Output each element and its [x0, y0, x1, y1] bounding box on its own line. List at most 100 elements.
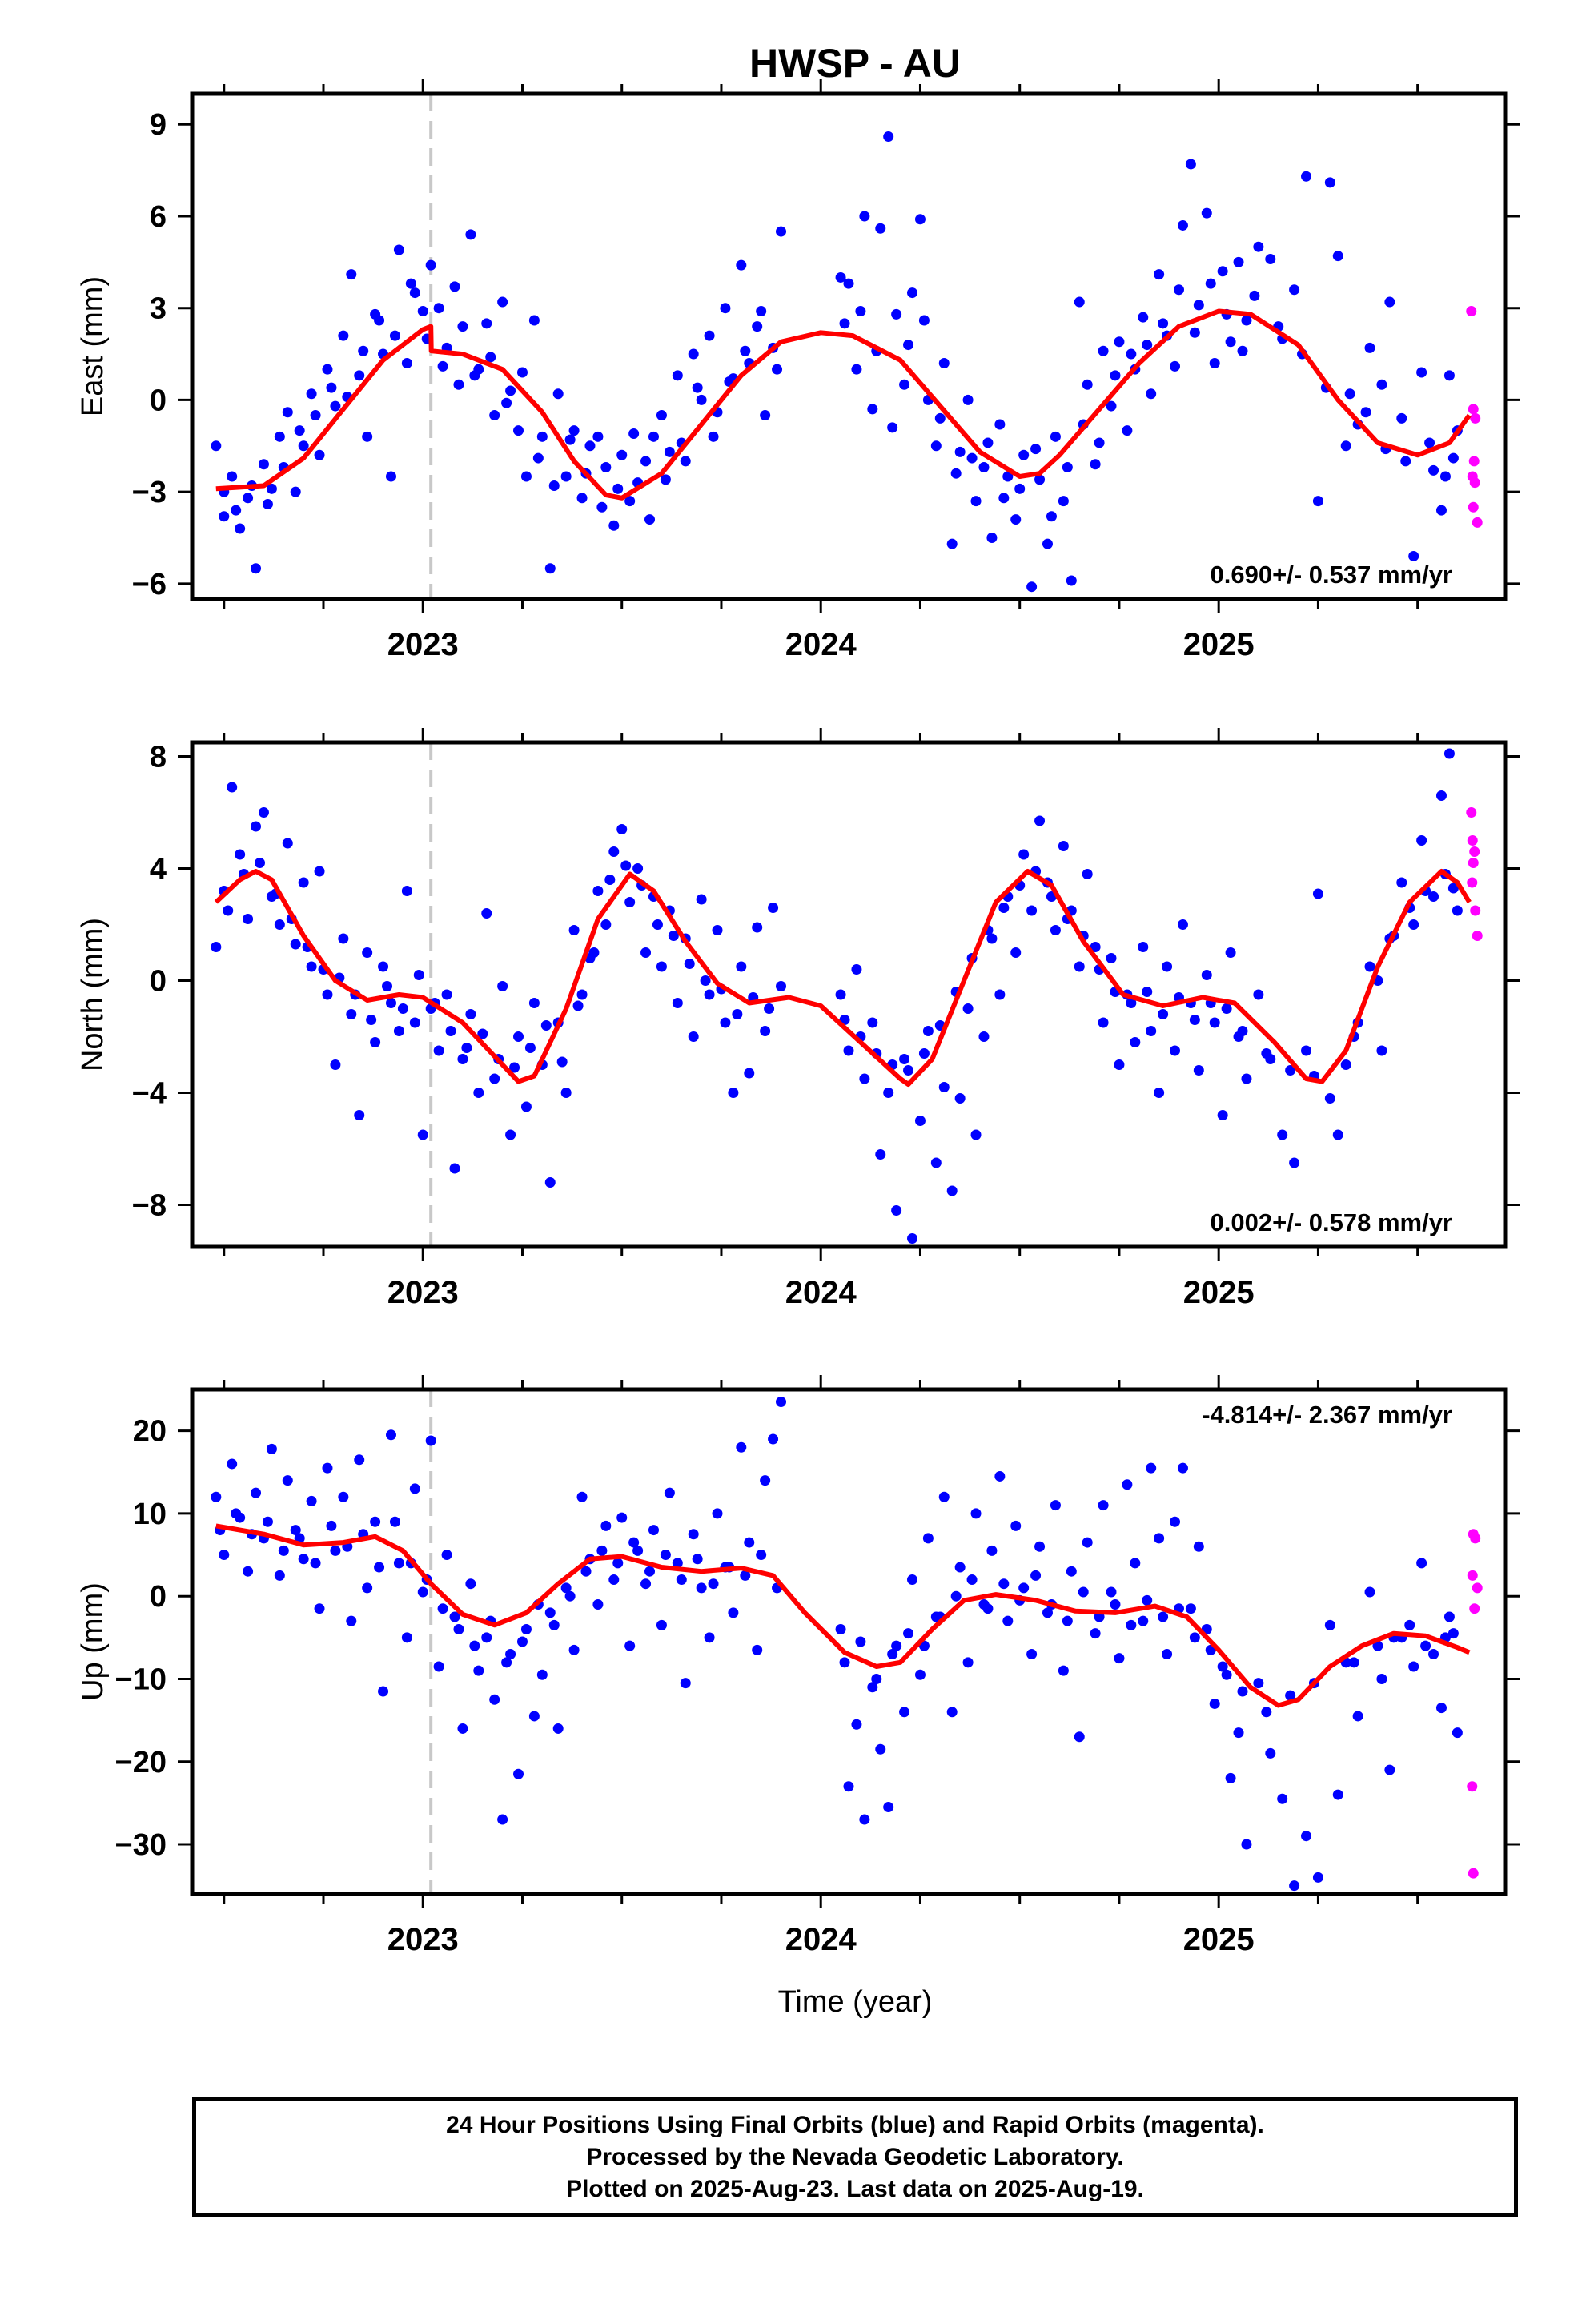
y-tick-label: −3	[132, 476, 167, 509]
rapid-orbit-point	[1467, 1570, 1478, 1581]
final-orbit-point	[922, 1026, 934, 1036]
final-orbit-point	[978, 462, 990, 473]
final-orbit-point	[1170, 360, 1181, 372]
final-orbit-point	[227, 1458, 238, 1470]
final-orbit-point	[656, 1619, 667, 1630]
final-orbit-point	[1058, 1665, 1069, 1676]
final-orbit-point	[330, 1059, 341, 1070]
final-orbit-point	[640, 456, 652, 467]
final-orbit-point	[1332, 1129, 1343, 1140]
final-orbit-point	[290, 486, 301, 497]
final-orbit-point	[859, 1814, 870, 1825]
final-orbit-point	[465, 1009, 476, 1019]
final-orbit-point	[720, 303, 731, 314]
final-orbit-point	[1090, 1628, 1101, 1639]
final-orbit-point	[1447, 1628, 1459, 1639]
final-orbit-point	[219, 511, 230, 522]
final-orbit-point	[676, 1574, 687, 1586]
final-orbit-point	[1142, 1594, 1153, 1606]
final-orbit-point	[1158, 1009, 1169, 1019]
final-orbit-point	[672, 998, 683, 1008]
model-curve	[214, 869, 1472, 1087]
final-orbit-point	[1106, 1586, 1117, 1598]
final-orbit-point	[1376, 379, 1387, 390]
final-orbit-point	[1261, 1048, 1272, 1059]
final-orbit-point	[441, 1550, 452, 1561]
final-orbit-point	[1225, 947, 1236, 958]
final-orbit-point	[946, 538, 958, 549]
final-orbit-point	[839, 1657, 850, 1668]
y-tick-label: 0	[150, 384, 167, 417]
final-orbit-point	[536, 1669, 548, 1680]
final-orbit-point	[1138, 312, 1149, 323]
final-orbit-point	[1030, 1570, 1042, 1581]
final-orbit-point	[556, 1056, 568, 1068]
final-orbit-point	[243, 493, 254, 504]
final-orbit-point	[326, 382, 337, 393]
final-orbit-point	[338, 933, 349, 944]
final-orbit-point	[1098, 1017, 1109, 1028]
final-orbit-point	[1360, 407, 1371, 418]
final-orbit-point	[672, 1558, 683, 1569]
final-orbit-point	[501, 1657, 512, 1668]
final-orbit-point	[251, 563, 262, 574]
final-orbit-point	[628, 428, 640, 439]
y-tick-label: −20	[115, 1746, 167, 1779]
chart-title: HWSP - AU	[749, 41, 961, 86]
final-orbit-point	[1233, 1727, 1244, 1739]
final-orbit-point	[843, 1045, 854, 1056]
final-orbit-point	[1241, 1073, 1252, 1084]
final-orbit-point	[258, 459, 269, 470]
final-orbit-point	[592, 886, 604, 896]
plot-frame-up	[190, 1387, 1508, 1896]
final-orbit-point	[409, 1483, 420, 1494]
final-orbit-point	[266, 483, 277, 494]
final-orbit-point	[469, 370, 480, 381]
final-orbit-point	[576, 493, 588, 504]
final-orbit-point	[704, 989, 715, 1000]
final-orbit-point	[536, 431, 548, 442]
final-orbit-point	[389, 330, 400, 341]
final-orbit-point	[235, 849, 246, 860]
final-orbit-point	[1289, 1157, 1300, 1168]
final-orbit-point	[962, 394, 974, 405]
final-orbit-point	[366, 1015, 377, 1025]
final-orbit-point	[576, 989, 588, 1000]
final-orbit-point	[1162, 1648, 1173, 1659]
final-orbit-point	[1010, 1520, 1022, 1531]
final-orbit-point	[1050, 925, 1061, 935]
final-orbit-point	[918, 1048, 930, 1059]
final-orbit-point	[768, 903, 779, 913]
final-orbit-point	[1122, 1479, 1133, 1490]
final-orbit-point	[608, 846, 620, 857]
final-orbit-point	[520, 471, 532, 482]
final-orbit-point	[1428, 464, 1439, 476]
final-orbit-point	[998, 1578, 1010, 1590]
final-orbit-point	[457, 321, 468, 332]
final-orbit-point	[776, 226, 787, 237]
final-orbit-point	[505, 385, 516, 396]
final-orbit-point	[950, 468, 962, 479]
final-orbit-point	[1189, 1632, 1200, 1643]
final-orbit-point	[1185, 159, 1196, 170]
final-orbit-point	[970, 496, 982, 507]
final-orbit-point	[1447, 452, 1459, 464]
rapid-orbit-point	[1472, 517, 1483, 528]
final-orbit-point	[310, 410, 321, 421]
final-orbit-point	[835, 989, 846, 1000]
final-orbit-point	[1364, 342, 1375, 353]
final-orbit-point	[1289, 1880, 1300, 1892]
final-orbit-point	[986, 533, 998, 544]
final-orbit-point	[728, 1607, 739, 1618]
final-orbit-point	[616, 824, 628, 834]
final-orbit-point	[851, 1719, 862, 1730]
final-orbit-point	[385, 998, 396, 1008]
rapid-orbit-point	[1468, 501, 1479, 513]
final-orbit-point	[314, 866, 325, 877]
final-orbit-point	[1217, 1661, 1228, 1672]
final-orbit-point	[1106, 400, 1117, 412]
final-orbit-point	[235, 523, 246, 534]
final-orbit-point	[489, 1073, 500, 1084]
final-orbit-point	[1201, 970, 1212, 980]
